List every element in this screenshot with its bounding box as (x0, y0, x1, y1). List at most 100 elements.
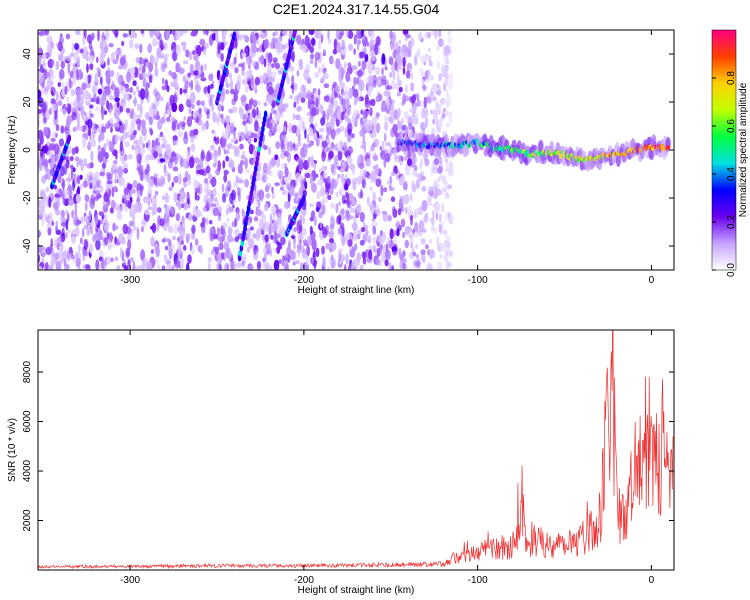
heatmap-cell (237, 163, 243, 174)
heatmap-cell (101, 36, 105, 43)
heatmap-cell (74, 42, 79, 51)
heatmap-cell (276, 125, 282, 133)
spectrogram-xtick-label: -100 (468, 275, 488, 286)
heatmap-cell (188, 156, 195, 169)
heatmap-cell (396, 228, 400, 237)
heatmap-cell (57, 173, 62, 184)
heatmap-cell (426, 262, 432, 270)
heatmap-cell (276, 41, 281, 53)
heatmap-cell (448, 30, 452, 34)
heatmap-cell (323, 95, 330, 102)
heatmap-cell (231, 98, 236, 106)
heatmap-cell (64, 55, 68, 61)
heatmap-cell (160, 96, 164, 102)
heatmap-cell (338, 188, 343, 196)
heatmap-cell (328, 133, 331, 143)
heatmap-cell (404, 206, 408, 215)
heatmap-cell (163, 204, 168, 209)
heatmap-cell (405, 84, 408, 94)
heatmap-cell (140, 133, 144, 145)
heatmap-cell (435, 212, 439, 221)
heatmap-cell (46, 78, 53, 90)
heatmap-cell (100, 107, 106, 115)
heatmap-cell (320, 117, 326, 126)
heatmap-cell (75, 194, 81, 204)
heatmap-cell (277, 170, 284, 179)
heatmap-cell (221, 252, 225, 260)
heatmap-cell (138, 90, 141, 98)
heatmap-cell (38, 266, 42, 270)
heatmap-cell (269, 170, 273, 177)
heatmap-cell (270, 205, 277, 214)
heatmap-cell (274, 182, 280, 187)
heatmap-cell (298, 58, 303, 67)
heatmap-cell (319, 128, 325, 133)
heatmap-cell (311, 106, 317, 117)
heatmap-cell (148, 116, 153, 126)
heatmap-cell (446, 59, 450, 65)
heatmap-cell (150, 249, 154, 255)
heatmap-cell (167, 246, 174, 258)
heatmap-cell (351, 164, 356, 176)
heatmap-cell (287, 142, 293, 147)
heatmap-cell (141, 226, 144, 233)
heatmap-cell (298, 116, 304, 129)
heatmap-cell (274, 62, 281, 70)
heatmap-cell (268, 130, 273, 137)
snr-xlabel: Height of straight line (km) (298, 585, 415, 596)
heatmap-cell (331, 58, 335, 65)
heatmap-cell (338, 251, 342, 262)
heatmap-cell (381, 100, 387, 113)
heatmap-cell (421, 186, 427, 192)
heatmap-cell (214, 246, 220, 254)
heatmap-cell (398, 86, 403, 93)
heatmap-cell (324, 172, 327, 178)
heatmap-cell (253, 137, 258, 143)
heatmap-cell (323, 67, 327, 72)
heatmap-cell (360, 188, 363, 199)
heatmap-cell (333, 155, 339, 166)
heatmap-cell (384, 121, 389, 132)
heatmap-cell (352, 180, 357, 191)
heatmap-cell (155, 190, 159, 196)
heatmap-cell (208, 73, 214, 82)
heatmap-cell (143, 172, 146, 180)
heatmap-cell (124, 83, 129, 89)
heatmap-cell (316, 137, 320, 147)
heatmap-cell (173, 175, 179, 184)
heatmap-cell (66, 115, 72, 126)
heatmap-cell (351, 133, 355, 139)
heatmap-cell (314, 122, 318, 129)
heatmap-cell (197, 64, 202, 76)
heatmap-cell (359, 168, 364, 179)
heatmap-cell (252, 99, 258, 108)
heatmap-cell (112, 162, 116, 172)
heatmap-cell (388, 56, 394, 65)
heatmap-cell (133, 129, 138, 136)
heatmap-cell (444, 79, 449, 86)
heatmap-cell (412, 155, 417, 165)
heatmap-cell (112, 222, 116, 232)
heatmap-cell (225, 155, 229, 162)
snr-xtick-label: 0 (649, 575, 655, 586)
heatmap-cell (337, 106, 342, 118)
heatmap-cell (208, 219, 213, 225)
heatmap-cell (229, 79, 234, 91)
heatmap-cell (89, 197, 95, 210)
heatmap-cell (415, 243, 419, 250)
heatmap-cell (356, 76, 360, 85)
heatmap-cell (342, 99, 347, 106)
heatmap-cell (383, 187, 388, 193)
heatmap-cell (330, 128, 336, 140)
heatmap-cell (231, 221, 235, 228)
heatmap-cell (355, 97, 361, 102)
heatmap-cell (83, 224, 89, 230)
heatmap-cell (374, 43, 379, 56)
heatmap-cell (244, 85, 249, 93)
heatmap-cell (165, 192, 169, 202)
heatmap-cell (391, 246, 398, 252)
heatmap-cell (71, 147, 76, 156)
heatmap-cell (278, 220, 283, 229)
heatmap-cell (403, 258, 407, 264)
